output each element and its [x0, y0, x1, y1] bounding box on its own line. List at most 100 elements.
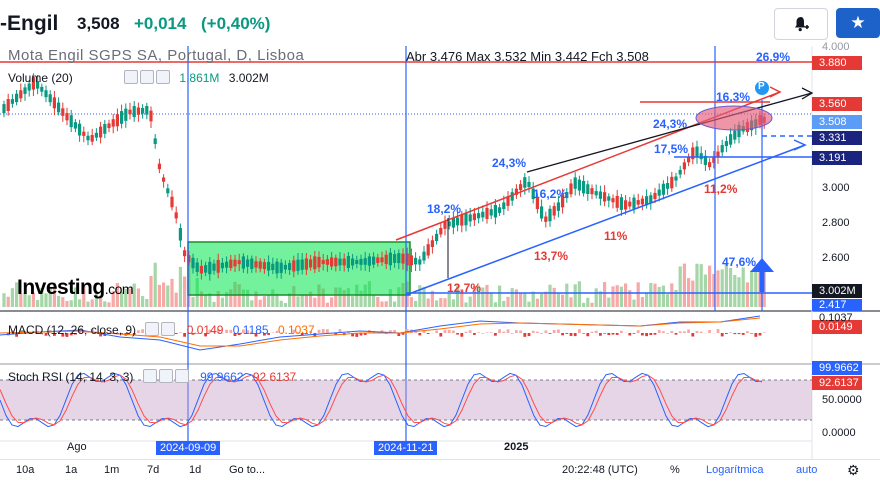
- macd-eye-icon[interactable]: [145, 322, 159, 336]
- stoch-eye-icon[interactable]: [143, 369, 157, 383]
- utc-clock[interactable]: 20:22:48 (UTC): [562, 464, 638, 476]
- candle-body: [376, 257, 379, 262]
- add-alert-button[interactable]: [774, 8, 828, 40]
- macd-bar: [452, 330, 455, 333]
- candle-body: [263, 262, 266, 269]
- watchlist-star-button[interactable]: ★: [836, 8, 880, 38]
- volume-bar: [103, 301, 106, 307]
- volume-bar: [662, 286, 665, 307]
- range-1a[interactable]: 1a: [65, 464, 77, 476]
- volume-bar: [616, 285, 619, 307]
- candle-body: [632, 198, 635, 209]
- percent-toggle[interactable]: %: [670, 464, 680, 476]
- macd-bar: [486, 332, 489, 333]
- volume-bar: [313, 298, 316, 307]
- candle-body: [477, 213, 480, 218]
- candle-body: [721, 145, 724, 152]
- macd-bar: [754, 333, 757, 337]
- macd-bar: [637, 330, 640, 333]
- volume-bar: [305, 295, 308, 307]
- candle-body: [61, 108, 64, 116]
- candle-body: [334, 258, 337, 266]
- marker-p[interactable]: P: [758, 81, 765, 92]
- price-chart[interactable]: [0, 46, 880, 459]
- candle-body: [120, 111, 123, 124]
- eye-icon[interactable]: [124, 70, 138, 84]
- candle-body: [490, 209, 493, 215]
- stoch-k-value: 99.9662: [200, 370, 243, 384]
- volume-bar: [7, 297, 10, 307]
- volume-bar: [494, 302, 497, 307]
- candle-body: [250, 259, 253, 269]
- gear-icon[interactable]: ⚙: [847, 462, 860, 479]
- macd-bar: [603, 333, 606, 334]
- candle-body: [57, 103, 60, 113]
- stoch-close-icon[interactable]: [175, 369, 189, 383]
- candle-body: [683, 162, 686, 169]
- volume-bar: [708, 266, 711, 307]
- candle-body: [473, 213, 476, 220]
- candle-body: [82, 132, 85, 136]
- candle-body: [485, 208, 488, 219]
- volume-bar: [191, 297, 194, 307]
- candle-body: [582, 181, 585, 193]
- candle-body: [296, 260, 299, 271]
- volume-bar: [742, 267, 745, 307]
- candle-body: [620, 197, 623, 210]
- volume-bar: [557, 294, 560, 307]
- candle-body: [590, 188, 593, 194]
- candle-body: [259, 261, 262, 268]
- log-toggle[interactable]: Logarítmica: [706, 464, 763, 476]
- volume-bar: [280, 301, 283, 307]
- macd-bar: [700, 332, 703, 333]
- volume-bar: [691, 281, 694, 307]
- macd-bar: [759, 333, 762, 336]
- candle-body: [212, 264, 215, 271]
- volume-bar: [351, 296, 354, 307]
- candle-body: [95, 133, 98, 138]
- range-1d[interactable]: 1d: [189, 464, 201, 476]
- auto-toggle[interactable]: auto: [796, 464, 817, 476]
- candle-body: [271, 264, 274, 270]
- macd-bar: [418, 333, 421, 335]
- macd-bar: [742, 333, 745, 335]
- macd-bar: [607, 333, 610, 335]
- candle-body: [166, 188, 169, 193]
- macd-bar: [549, 333, 552, 334]
- stoch-gear-icon[interactable]: [159, 369, 173, 383]
- candle-body: [183, 250, 186, 256]
- candle-body: [154, 138, 157, 144]
- candle-body: [53, 97, 56, 108]
- candle-body: [288, 263, 291, 270]
- candle-body: [351, 258, 354, 265]
- macd-bar: [658, 330, 661, 333]
- candle-body: [70, 115, 73, 127]
- close-icon[interactable]: [156, 70, 170, 84]
- macd-bar: [427, 333, 430, 334]
- candle-body: [519, 184, 522, 190]
- range-1m[interactable]: 1m: [104, 464, 119, 476]
- volume-bar: [91, 299, 94, 307]
- macd-gear-icon[interactable]: [161, 322, 175, 336]
- macd-bar: [507, 329, 510, 333]
- macd-bar: [729, 332, 732, 333]
- volume-bar: [620, 287, 623, 307]
- star-icon: ★: [850, 13, 865, 33]
- price-tag-3560: 3.560: [816, 97, 850, 111]
- macd-bar: [448, 330, 451, 333]
- range-10a[interactable]: 10a: [16, 464, 34, 476]
- go-to-date[interactable]: Go to...: [229, 464, 265, 476]
- candle-body: [599, 192, 602, 199]
- gear-icon[interactable]: [140, 70, 154, 84]
- candle-body: [267, 262, 270, 271]
- label-24-3-left: 24,3%: [492, 156, 526, 170]
- macd-bar: [536, 332, 539, 333]
- volume-bar: [649, 283, 652, 307]
- macd-bar: [746, 331, 749, 333]
- volume-bar: [515, 289, 518, 307]
- stoch-tick-0: 0.0000: [822, 427, 856, 439]
- volume-bar: [582, 303, 585, 307]
- candle-body: [44, 90, 47, 97]
- range-7d[interactable]: 7d: [147, 464, 159, 476]
- volume-bar: [410, 297, 413, 307]
